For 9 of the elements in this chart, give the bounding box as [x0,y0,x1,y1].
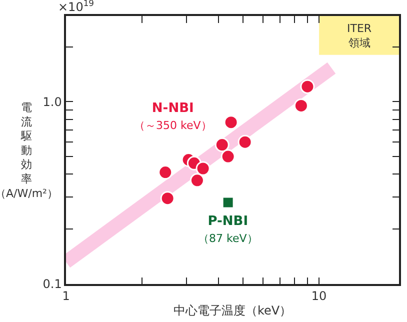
series-label: N-NBI （～350 keV） [134,101,212,132]
series-label: P-NBI （87 keV） [198,214,258,245]
band-label: ITER 領域 [347,22,372,50]
x-axis-title: 中心電子温度（keV） [173,304,292,318]
y-tick-label: 0.1 [42,277,62,292]
text: ×10$^{19}$ [58,0,94,14]
x-tick-label: 10 [311,289,327,304]
x-tick-label: 1 [62,289,70,304]
y-tick-label: 1.0 [42,94,62,109]
